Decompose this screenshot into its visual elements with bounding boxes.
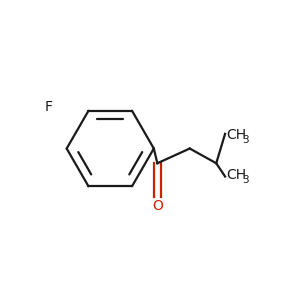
Text: CH: CH xyxy=(226,128,247,142)
Text: 3: 3 xyxy=(242,135,248,145)
Text: CH: CH xyxy=(226,168,247,182)
Text: O: O xyxy=(152,199,163,213)
Text: F: F xyxy=(44,100,52,114)
Text: 3: 3 xyxy=(242,175,248,185)
